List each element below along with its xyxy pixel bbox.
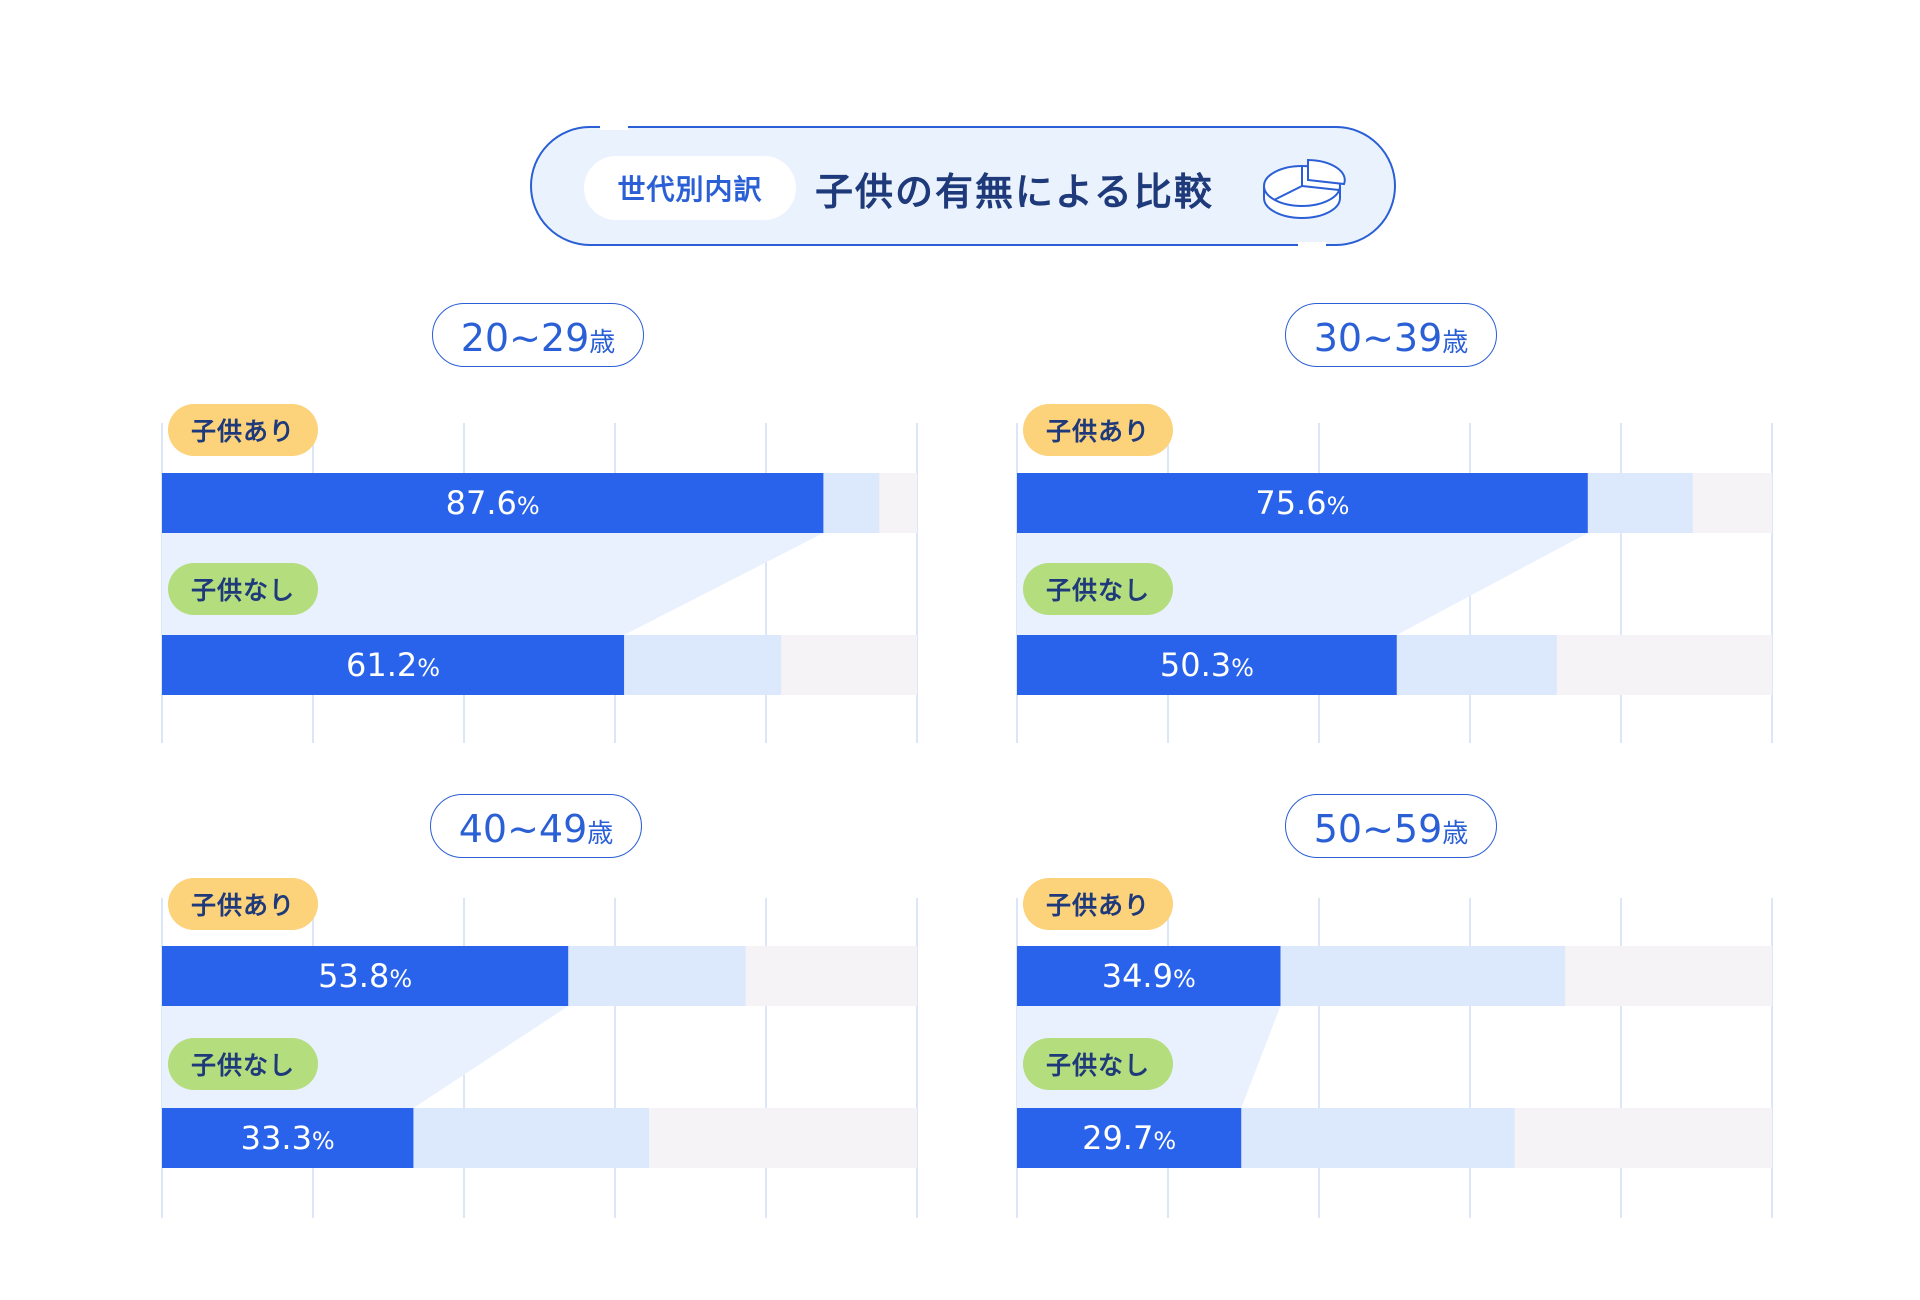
age-range-pill: 20~29 歳 [432,303,644,367]
age-unit-label: 歳 [1442,328,1469,358]
age-panel-40s: 53.8% 33.3% 40~49 歳 子供あり 子供なし [160,794,920,1254]
category-pill-without-children: 子供なし [168,1038,318,1090]
chart-header: 世代別内訳 子供の有無による比較 [530,124,1396,248]
age-unit-label: 歳 [1442,819,1469,849]
bar-value [1017,635,1397,695]
plot-area: 34.9% 29.7% [1016,898,1773,1218]
age-unit-label: 歳 [589,328,616,358]
category-pill-with-children: 子供あり [168,878,318,930]
age-range-label: 30~39 [1313,316,1443,360]
age-panel-20s: 87.6% 61.2% 20~29 歳 子供あり 子供なし [160,303,920,763]
bar-value [162,635,625,695]
bar-value-label: 50.3% [1160,646,1254,684]
category-pill-with-children: 子供あり [1023,878,1173,930]
bar-value [1017,946,1281,1006]
bar-value [162,473,824,533]
bar-value-label: 87.6% [446,484,540,522]
age-range-pill: 50~59 歳 [1285,794,1497,858]
age-range-label: 50~59 [1313,807,1443,851]
category-pill-with-children: 子供あり [168,404,318,456]
bar-value-label: 61.2% [346,646,440,684]
bar-value-label: 53.8% [318,957,412,995]
bar-value [1017,1108,1242,1168]
bar-connector [162,533,824,635]
header-border-gap [600,124,628,130]
bar-value-label: 29.7% [1082,1119,1176,1157]
plot-area: 87.6% 61.2% [161,423,918,743]
category-pill-with-children: 子供あり [1023,404,1173,456]
bar-value-label: 34.9% [1102,957,1196,995]
chart-title: 子供の有無による比較 [815,169,1214,214]
bar-value-label: 33.3% [241,1119,335,1157]
age-panel-30s: 75.6% 50.3% 30~39 歳 子供あり 子供なし [1015,303,1775,763]
bar-value-label: 75.6% [1255,484,1349,522]
category-pill-without-children: 子供なし [1023,1038,1173,1090]
age-panel-50s: 34.9% 29.7% 50~59 歳 子供あり 子供なし [1015,794,1775,1254]
age-unit-label: 歳 [587,819,614,849]
age-range-pill: 40~49 歳 [430,794,642,858]
bar-value [1017,473,1588,533]
chart-subtitle: 世代別内訳 [584,156,796,220]
plot-area: 75.6% 50.3% [1016,423,1773,743]
pie-chart-icon [1263,158,1346,219]
bar-value [162,946,569,1006]
bar-value [162,1108,414,1168]
category-pill-without-children: 子供なし [1023,563,1173,615]
plot-area: 53.8% 33.3% [161,898,918,1218]
header-border-gap [1298,242,1326,248]
category-pill-without-children: 子供なし [168,563,318,615]
age-range-label: 20~29 [460,316,590,360]
age-range-label: 40~49 [458,807,588,851]
age-range-pill: 30~39 歳 [1285,303,1497,367]
